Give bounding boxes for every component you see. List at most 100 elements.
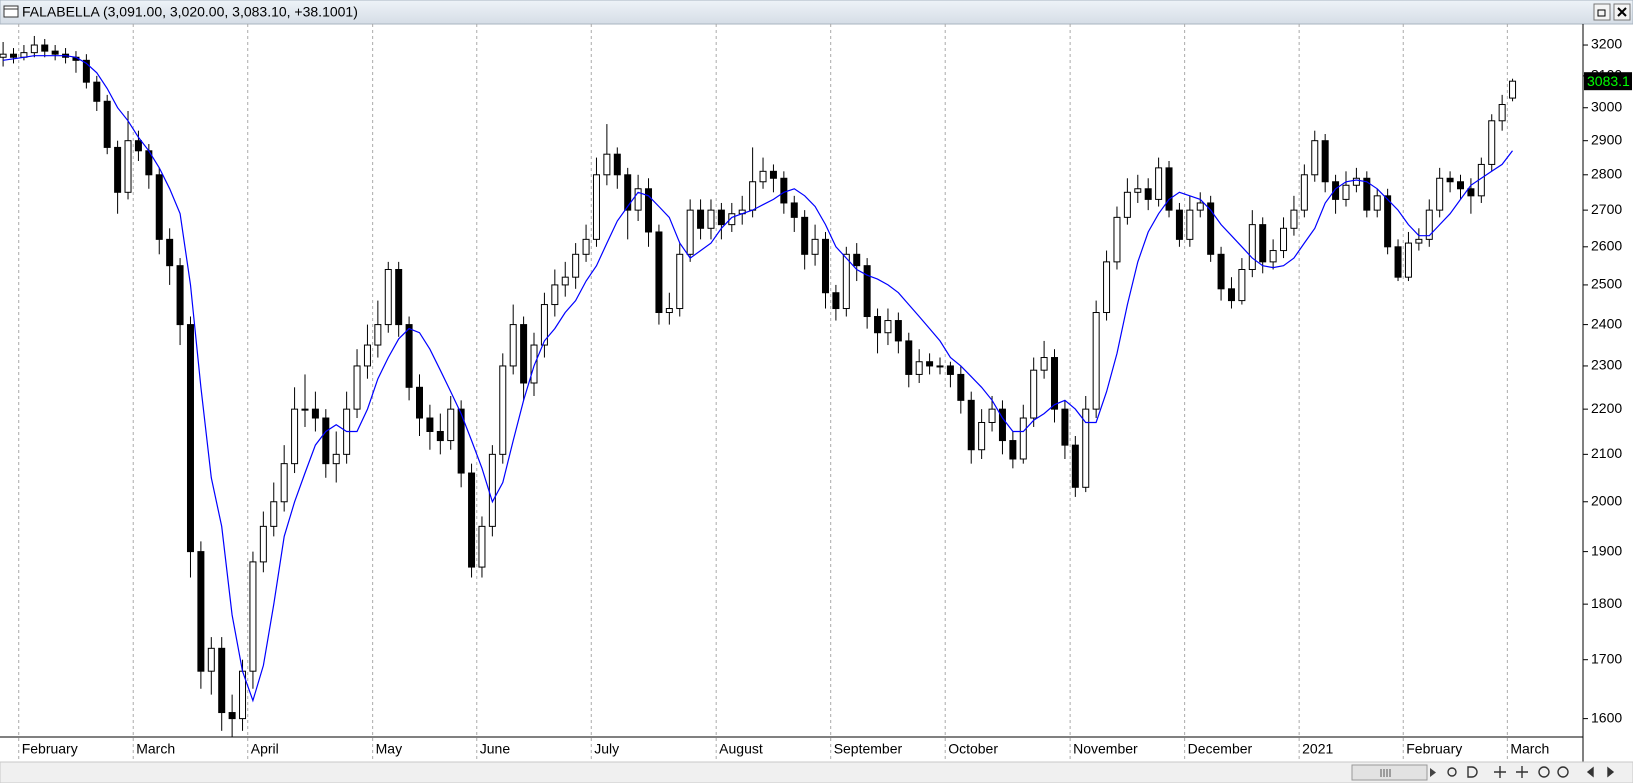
x-tick-label: June xyxy=(480,741,511,757)
candle-body xyxy=(1092,312,1100,410)
candle-body xyxy=(457,408,465,474)
cross-icon[interactable] xyxy=(1494,766,1506,778)
candle-body xyxy=(1155,167,1163,200)
last-price-label: 3083.1 xyxy=(1587,73,1630,89)
y-tick-label: 2400 xyxy=(1591,315,1622,331)
candle-body xyxy=(821,238,829,294)
candle-body xyxy=(280,463,288,503)
y-tick-label: 2600 xyxy=(1591,238,1622,254)
candle-body xyxy=(186,324,194,553)
candle-body xyxy=(582,238,590,255)
candle-body xyxy=(769,170,777,179)
refresh-icon[interactable] xyxy=(1447,767,1457,777)
candle-body xyxy=(103,100,111,148)
candle-body xyxy=(1123,191,1131,218)
d-icon[interactable] xyxy=(1467,766,1478,778)
x-tick-label: July xyxy=(594,741,619,757)
candle-body xyxy=(509,324,517,367)
candle-body xyxy=(1227,288,1235,302)
candle-body xyxy=(707,209,715,229)
candle-body xyxy=(1321,140,1329,183)
candle-body xyxy=(884,320,892,334)
x-tick-label: May xyxy=(376,741,402,757)
candle-body xyxy=(717,209,725,226)
candle-body xyxy=(311,408,319,419)
y-tick-label: 1900 xyxy=(1591,542,1622,558)
x-tick-label: September xyxy=(834,741,903,757)
candle-body xyxy=(301,408,309,411)
scroll-grip xyxy=(1380,769,1391,777)
candle-body xyxy=(1030,369,1038,419)
candle-body xyxy=(405,324,413,388)
candle-body xyxy=(842,253,850,310)
candle-body xyxy=(655,231,663,314)
candle-body xyxy=(998,408,1006,442)
candle-body xyxy=(447,408,455,442)
candle-body xyxy=(1103,261,1111,314)
restore-button[interactable] xyxy=(1593,3,1611,21)
y-tick-label: 1700 xyxy=(1591,650,1622,666)
candle-body xyxy=(749,181,757,211)
candle-body xyxy=(1259,224,1267,263)
candle-body xyxy=(592,174,600,240)
x-tick-label: August xyxy=(719,741,763,757)
candle-body xyxy=(436,430,444,442)
y-tick-label: 2300 xyxy=(1591,357,1622,373)
candle-body xyxy=(291,408,299,465)
candle-body xyxy=(561,276,569,286)
candle-body xyxy=(1207,202,1215,255)
candle-body xyxy=(1071,444,1079,488)
candle-body xyxy=(488,453,496,527)
moving-average-line xyxy=(3,55,1513,703)
zoom-out[interactable] xyxy=(1538,766,1550,778)
candle-body xyxy=(1488,120,1496,165)
zoom-in[interactable] xyxy=(1557,766,1569,778)
candle-body xyxy=(1498,104,1506,122)
y-tick-label: 1800 xyxy=(1591,595,1622,611)
candle-body xyxy=(41,44,49,52)
candle-body xyxy=(1280,227,1288,252)
candle-body xyxy=(166,238,174,267)
candle-body xyxy=(1186,209,1194,240)
candle-body xyxy=(634,188,642,211)
candle-body xyxy=(353,365,361,410)
candle-body xyxy=(0,53,7,58)
title-bar xyxy=(0,0,1633,25)
last-price-box xyxy=(1584,72,1632,91)
chart-title: FALABELLA (3,091.00, 3,020.00, 3,083.10,… xyxy=(22,4,358,20)
y-tick-label: 2800 xyxy=(1591,165,1622,181)
candle-body xyxy=(1113,216,1121,263)
y-tick-label: 3000 xyxy=(1591,98,1622,114)
candle-body xyxy=(967,399,975,451)
candle-body xyxy=(1134,188,1142,193)
candle-body xyxy=(1384,195,1392,248)
x-tick-label: 2021 xyxy=(1302,741,1333,757)
candle-body xyxy=(218,647,226,714)
x-tick-label: November xyxy=(1073,741,1138,757)
candle-body xyxy=(936,365,944,368)
candle-body xyxy=(499,365,507,455)
candle-body xyxy=(1051,357,1059,410)
x-tick-label: March xyxy=(1510,741,1549,757)
candle-body xyxy=(551,284,559,306)
candle-body xyxy=(1373,195,1381,211)
move-icon[interactable] xyxy=(1516,766,1528,778)
candle-body xyxy=(811,238,819,255)
candle-body xyxy=(416,386,423,419)
candle-body xyxy=(624,174,632,211)
candle-body xyxy=(874,316,882,334)
candle-body xyxy=(1196,202,1204,211)
x-tick-label: October xyxy=(948,741,998,757)
candle-body xyxy=(665,308,673,314)
scroll-right[interactable] xyxy=(1430,768,1436,777)
candle-body xyxy=(478,525,486,568)
candle-body xyxy=(395,268,403,326)
nav-arrows[interactable] xyxy=(1586,766,1615,778)
x-tick-label: February xyxy=(1406,741,1462,757)
candle-body xyxy=(1311,140,1319,176)
candle-body xyxy=(93,81,101,102)
x-tick-label: March xyxy=(136,741,175,757)
candle-body xyxy=(426,417,434,432)
candle-body xyxy=(801,216,809,255)
y-tick-label: 2900 xyxy=(1591,131,1622,147)
